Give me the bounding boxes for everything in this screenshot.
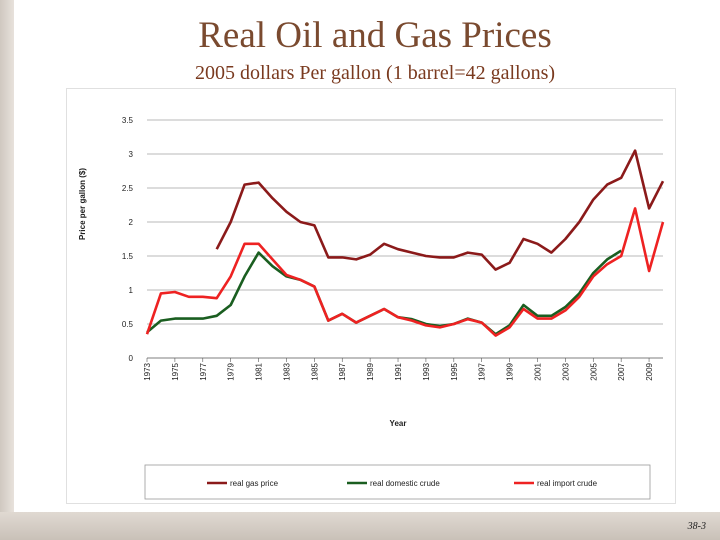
series-line-gas [215, 149, 665, 271]
x-tick-label: 1977 [199, 362, 208, 380]
y-tick-label: 2 [129, 218, 134, 227]
chart-panel: 0 0.5 1 1.5 2 2.5 3 3.5 1973 1975 1977 1979 1981 198… [66, 88, 676, 504]
y-tick-label: 1 [129, 286, 134, 295]
series-lines [145, 149, 665, 337]
x-tick-label: 1987 [338, 362, 347, 380]
line-chart: 0 0.5 1 1.5 2 2.5 3 3.5 1973 1975 1977 1979 1981 198… [78, 116, 665, 500]
slide-title: Real Oil and Gas Prices [198, 15, 552, 56]
x-tick-label: 2003 [561, 362, 570, 380]
series-line-domestic [146, 249, 622, 336]
y-tick-label: 3.5 [122, 116, 134, 125]
legend-box [144, 464, 651, 500]
x-tick-label: 1981 [255, 362, 264, 380]
x-axis-label: Year [390, 419, 407, 428]
x-tick-label: 2007 [617, 362, 626, 380]
x-tick-label: 1983 [282, 362, 291, 380]
bottom-decor-strip [0, 512, 720, 540]
left-decor-strip [0, 0, 14, 540]
series-line-import [145, 207, 665, 337]
x-tick-label: 1985 [310, 362, 319, 380]
legend-label-gas: real gas price [230, 479, 279, 488]
x-tick-label: 1999 [506, 362, 515, 380]
legend-label-import: real import crude [537, 479, 598, 488]
x-tick-label: 2005 [589, 362, 598, 380]
x-tick-label: 2009 [645, 362, 654, 380]
x-tick-label: 1989 [366, 362, 375, 380]
legend-label-domestic: real domestic crude [370, 479, 440, 488]
x-tick-label: 1973 [143, 362, 152, 380]
axes [146, 357, 663, 362]
y-axis-label: Price per gallon ($) [78, 168, 87, 240]
x-tick-label: 1997 [478, 362, 487, 380]
legend: real gas price real domestic crude real … [144, 464, 651, 500]
x-tick-label: 1991 [394, 362, 403, 380]
x-tick-label: 1993 [422, 362, 431, 380]
x-tick-labels: 1973 1975 1977 1979 1981 1983 1985 1987 1989 1991… [143, 362, 654, 380]
y-tick-label: 1.5 [122, 252, 134, 261]
slide-number: 38-3 [687, 521, 706, 532]
x-tick-label: 1975 [171, 362, 180, 380]
slide-subtitle: 2005 dollars Per gallon (1 barrel=42 gal… [194, 62, 556, 84]
y-tick-label: 0.5 [122, 320, 134, 329]
x-tick-label: 1979 [227, 362, 236, 380]
x-tick-label: 2001 [533, 362, 542, 380]
y-tick-label: 2.5 [122, 184, 134, 193]
y-tick-labels: 0 0.5 1 1.5 2 2.5 3 3.5 [122, 116, 134, 363]
y-tick-label: 3 [129, 150, 134, 159]
gridlines [147, 119, 663, 325]
y-tick-label: 0 [129, 354, 134, 363]
x-tick-label: 1995 [450, 362, 459, 380]
